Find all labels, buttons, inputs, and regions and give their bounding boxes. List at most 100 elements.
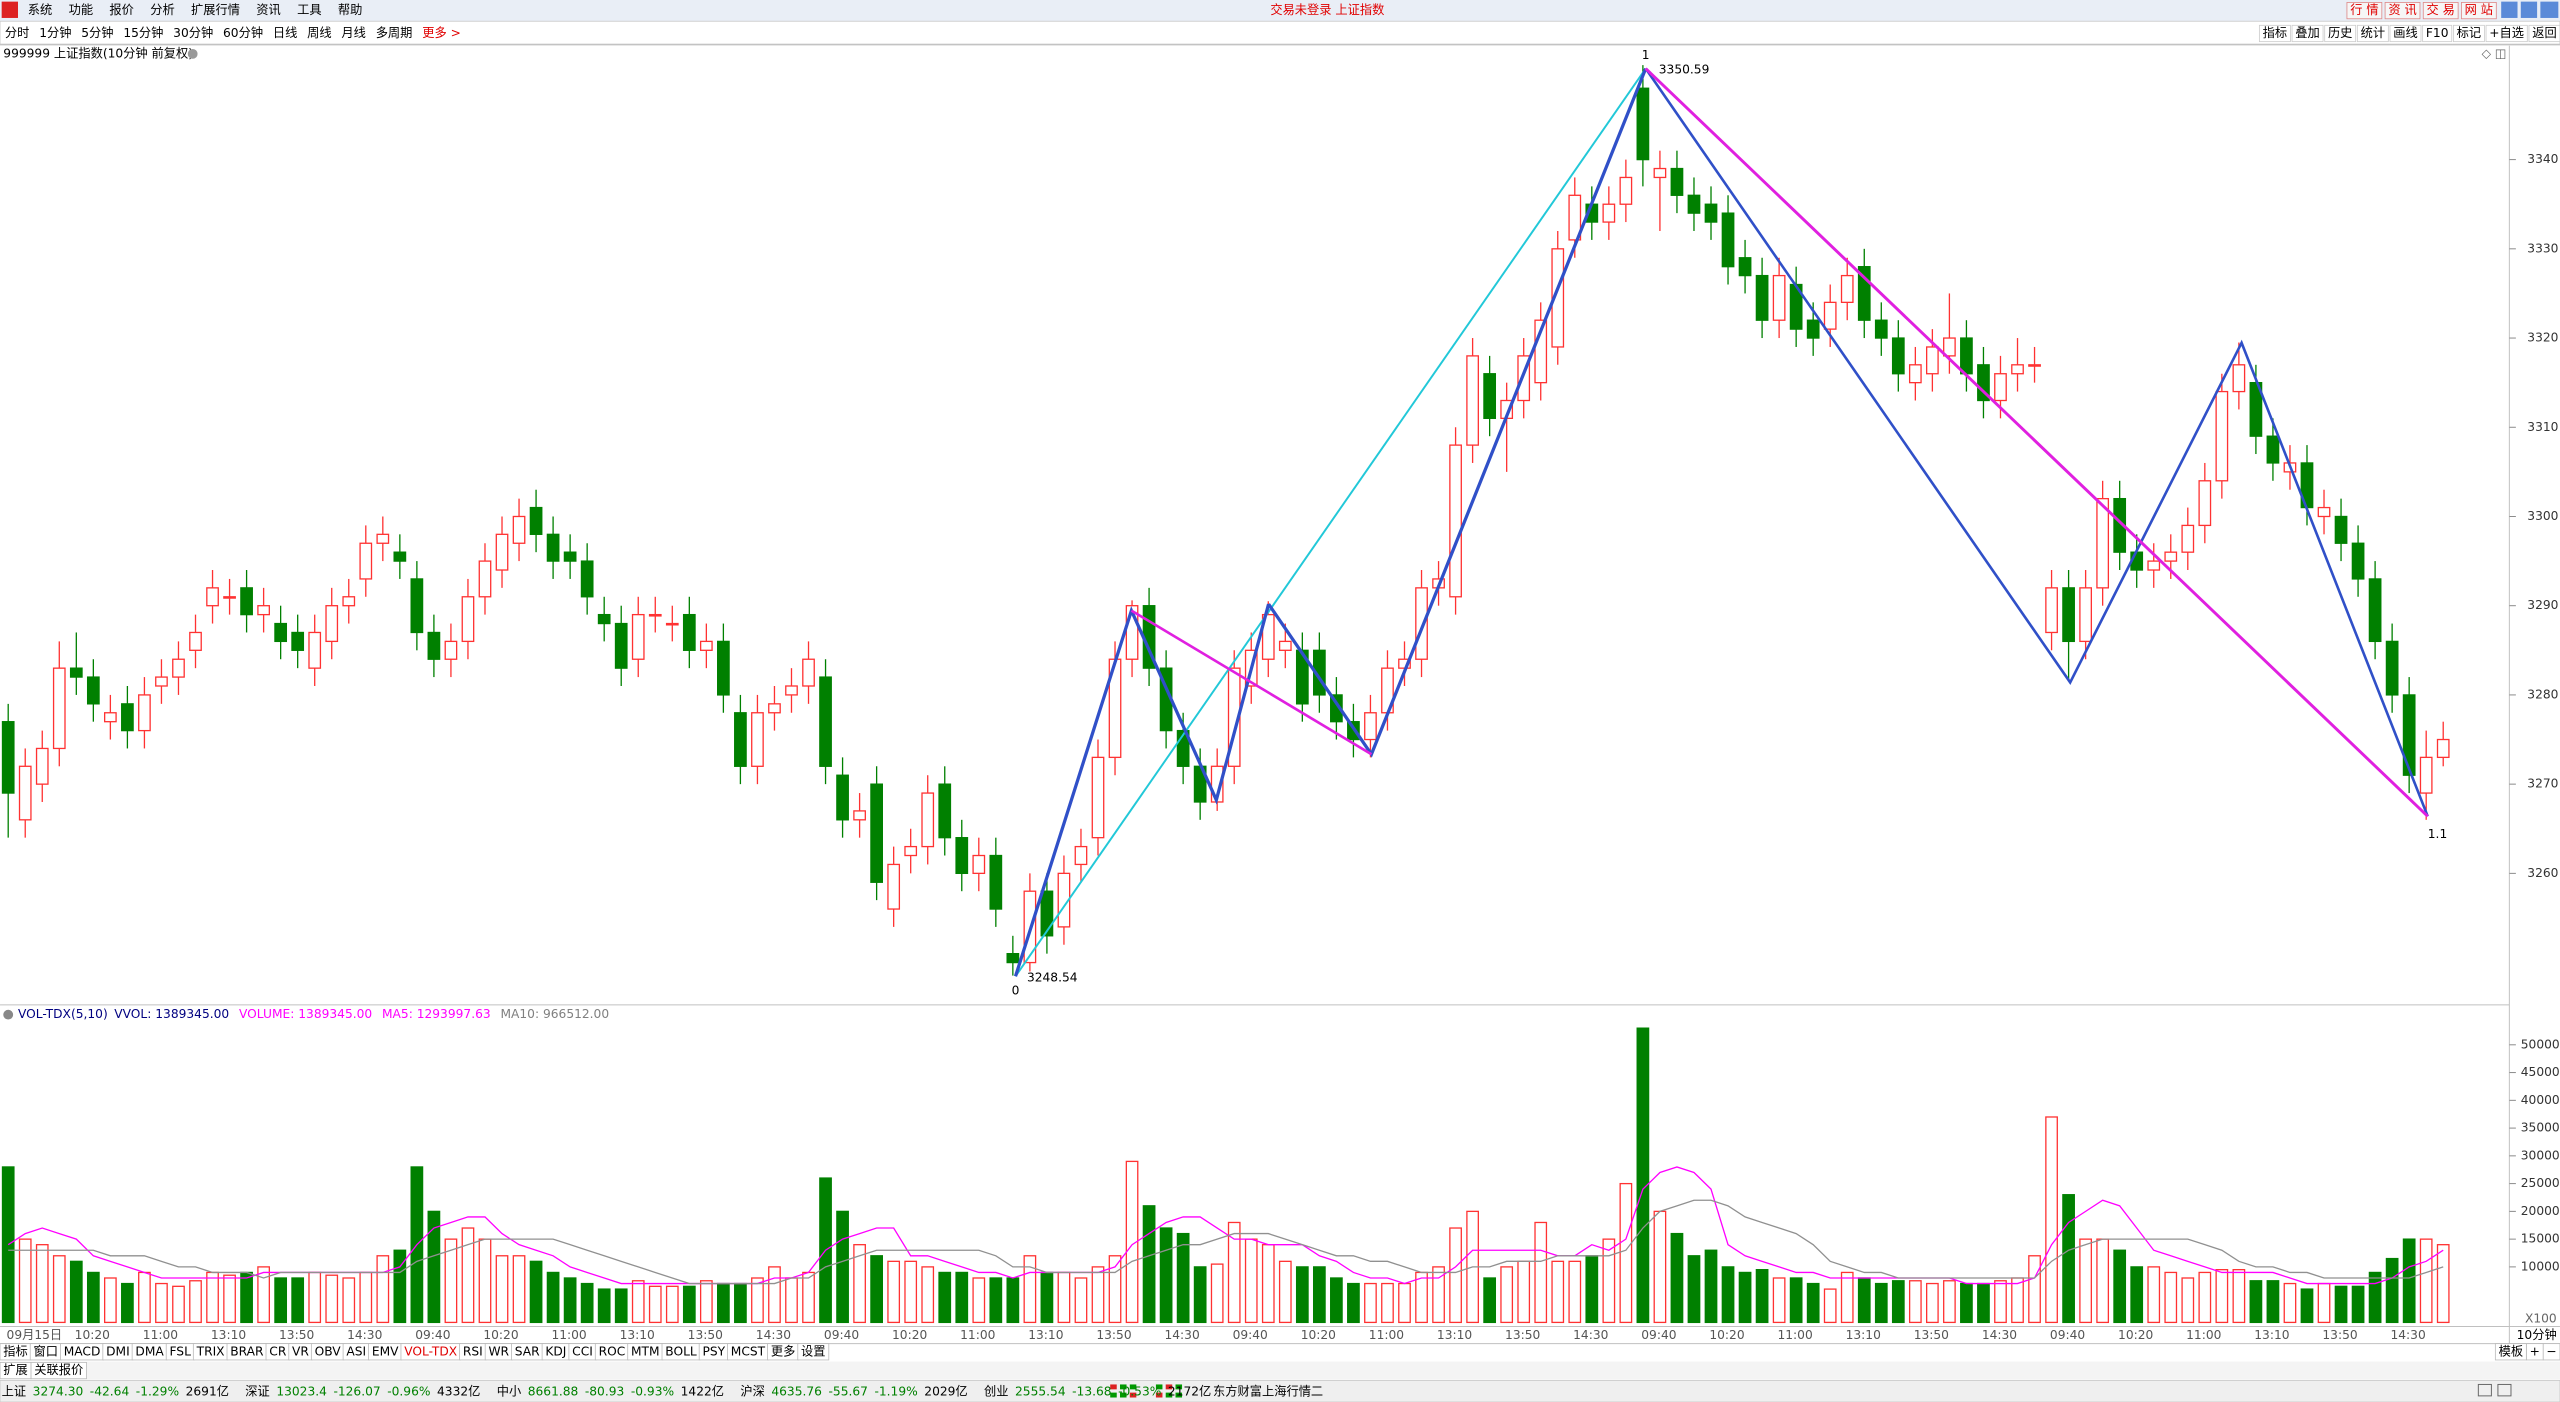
indicator-tab-box[interactable] bbox=[797, 1343, 830, 1361]
template-button[interactable]: + bbox=[2530, 1344, 2540, 1358]
menu-item[interactable]: 工具 bbox=[297, 3, 321, 17]
status-change: -80.93 bbox=[585, 1384, 624, 1398]
candle-body bbox=[2385, 640, 2399, 696]
more-button[interactable]: 更多 > bbox=[422, 26, 461, 40]
indicator-tab[interactable]: MTM bbox=[631, 1344, 660, 1358]
tool-button-box[interactable] bbox=[2356, 24, 2389, 43]
indicator-tab[interactable]: EMV bbox=[372, 1344, 399, 1358]
indicator-tab[interactable]: TRIX bbox=[196, 1344, 225, 1358]
template-button[interactable]: − bbox=[2546, 1344, 2556, 1358]
indicator-tab[interactable]: BRAR bbox=[230, 1344, 264, 1358]
indicator-tab[interactable]: 窗口 bbox=[34, 1344, 58, 1358]
indicator-tab[interactable]: CCI bbox=[572, 1344, 593, 1358]
trend-line bbox=[1644, 67, 2429, 818]
period-button[interactable]: 60分钟 bbox=[223, 25, 263, 40]
tool-button-box[interactable] bbox=[2258, 24, 2291, 43]
status-tools[interactable] bbox=[2477, 1383, 2512, 1397]
top-button[interactable]: 网 站 bbox=[2465, 3, 2493, 17]
tool-button-box[interactable] bbox=[2291, 24, 2324, 43]
volume-bar bbox=[751, 1277, 764, 1324]
top-button[interactable]: 行 情 bbox=[2350, 3, 2378, 17]
tool-button[interactable]: F10 bbox=[2426, 26, 2449, 40]
volume-bar bbox=[2300, 1288, 2314, 1324]
indicator-tab[interactable]: SAR bbox=[515, 1344, 540, 1358]
tool-button-box[interactable] bbox=[2422, 24, 2453, 43]
indicator-tab[interactable]: KDJ bbox=[545, 1344, 566, 1358]
menu-item[interactable]: 扩展行情 bbox=[191, 3, 240, 17]
panel-icon[interactable]: ◇ ◫ bbox=[2482, 46, 2507, 60]
close-button[interactable] bbox=[2540, 1, 2559, 18]
menu-item[interactable]: 报价 bbox=[109, 2, 133, 17]
top-button-box[interactable] bbox=[2460, 2, 2497, 20]
tool-button[interactable]: 返回 bbox=[2532, 26, 2556, 40]
menu-item[interactable]: 帮助 bbox=[338, 3, 362, 17]
period-button[interactable]: 15分钟 bbox=[123, 25, 163, 40]
y-tick-label: 30000 bbox=[2521, 1148, 2560, 1162]
period-button[interactable]: 月线 bbox=[341, 26, 365, 40]
indicator-tab[interactable]: MCST bbox=[731, 1344, 766, 1358]
template-button-box[interactable] bbox=[2494, 1343, 2527, 1361]
x-tick-label: 11:00 bbox=[960, 1328, 995, 1342]
period-button[interactable]: 多周期 bbox=[376, 26, 413, 40]
chart-title-icon[interactable] bbox=[187, 48, 198, 59]
top-button[interactable]: 交 易 bbox=[2427, 2, 2455, 17]
template-button[interactable]: 模板 bbox=[2499, 1344, 2523, 1358]
tool-button-box[interactable] bbox=[2485, 24, 2528, 43]
indicator-tab[interactable]: ROC bbox=[599, 1344, 626, 1358]
volume-bar bbox=[1517, 1260, 1531, 1324]
indicator-tab[interactable]: DMI bbox=[106, 1344, 130, 1358]
volume-bar bbox=[35, 1244, 49, 1324]
indicator-icon[interactable] bbox=[3, 1009, 14, 1020]
period-button[interactable]: 日线 bbox=[273, 26, 297, 40]
top-button-box[interactable] bbox=[2384, 2, 2421, 20]
period-button[interactable]: 30分钟 bbox=[173, 25, 213, 40]
indicator-tab[interactable]: OBV bbox=[315, 1344, 342, 1358]
tool-button[interactable]: 画线 bbox=[2393, 26, 2417, 40]
top-button[interactable]: 资 讯 bbox=[2388, 3, 2416, 17]
period-button[interactable]: 1分钟 bbox=[39, 25, 71, 40]
period-button[interactable]: 周线 bbox=[307, 26, 331, 40]
period-button[interactable]: 5分钟 bbox=[81, 25, 113, 40]
tool-button[interactable]: 历史 bbox=[2328, 26, 2352, 40]
volume-bar bbox=[2351, 1285, 2365, 1324]
menu-item[interactable]: 系统 bbox=[28, 3, 52, 17]
indicator-tab[interactable]: VOL-TDX bbox=[404, 1344, 457, 1358]
indicator-tab[interactable]: 设置 bbox=[801, 1344, 825, 1358]
chart-title: 999999 上证指数(10分钟 前复权) bbox=[3, 45, 193, 60]
tool-button[interactable]: 统计 bbox=[2361, 26, 2385, 40]
maximize-button[interactable] bbox=[2520, 1, 2538, 18]
indicator-tab[interactable]: ASI bbox=[346, 1344, 366, 1358]
volume-bar bbox=[665, 1285, 679, 1324]
top-button-box[interactable] bbox=[2346, 2, 2383, 20]
indicator-tab[interactable]: VR bbox=[292, 1344, 309, 1358]
tool-button[interactable]: 叠加 bbox=[2295, 26, 2319, 40]
tool-button[interactable]: 标记 bbox=[2457, 26, 2481, 40]
period-button[interactable]: 分时 bbox=[5, 26, 29, 40]
indicator-tab[interactable]: RSI bbox=[463, 1344, 483, 1358]
indicator-tab[interactable]: MACD bbox=[64, 1344, 101, 1358]
menu-item[interactable]: 功能 bbox=[69, 3, 93, 17]
indicator-tab[interactable]: BOLL bbox=[665, 1344, 697, 1358]
tool-button-box[interactable] bbox=[2452, 24, 2485, 43]
minimize-button[interactable] bbox=[2501, 1, 2518, 18]
tool-button-box[interactable] bbox=[2389, 24, 2422, 43]
indicator-tab[interactable]: 指标 bbox=[3, 1343, 27, 1358]
indicator-tab[interactable]: DMA bbox=[135, 1344, 164, 1358]
indicator-tab[interactable]: FSL bbox=[169, 1344, 191, 1358]
indicator-tab[interactable]: PSY bbox=[702, 1344, 725, 1358]
indicator-tab[interactable]: WR bbox=[488, 1344, 509, 1358]
volume-bar bbox=[1278, 1260, 1292, 1324]
tool-button-box[interactable] bbox=[2324, 24, 2357, 43]
ext-tab[interactable]: 扩展 bbox=[3, 1363, 27, 1377]
ext-tab[interactable]: 关联报价 bbox=[34, 1362, 83, 1377]
candle-body bbox=[1960, 337, 1973, 375]
tool-button[interactable]: +自选 bbox=[2489, 26, 2524, 40]
indicator-tab[interactable]: 更多 bbox=[771, 1344, 795, 1358]
ext-tab-box[interactable] bbox=[30, 1362, 87, 1380]
top-button-box[interactable] bbox=[2422, 2, 2459, 20]
tool-button[interactable]: 指标 bbox=[2263, 25, 2287, 40]
menu-item[interactable]: 资讯 bbox=[256, 3, 280, 17]
indicator-tab[interactable]: CR bbox=[269, 1344, 287, 1358]
menu-item[interactable]: 分析 bbox=[150, 3, 174, 17]
volume-bar bbox=[1721, 1266, 1735, 1324]
